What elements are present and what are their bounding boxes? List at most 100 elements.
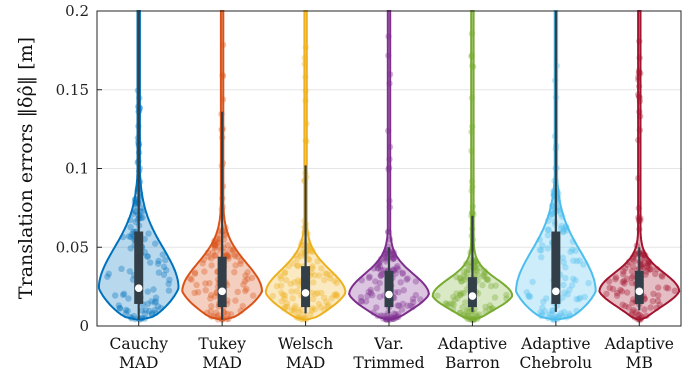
data-point <box>577 294 584 302</box>
data-point <box>382 250 389 258</box>
data-point <box>450 293 457 301</box>
data-point <box>224 310 231 318</box>
data-point <box>301 54 308 61</box>
data-point <box>539 242 546 249</box>
data-point <box>381 254 388 262</box>
data-point <box>482 303 489 311</box>
data-point <box>395 289 402 296</box>
data-point <box>395 313 402 320</box>
data-point <box>119 291 127 299</box>
data-point <box>219 73 226 80</box>
data-point <box>388 315 396 323</box>
data-point <box>191 289 198 296</box>
data-point <box>362 298 370 305</box>
data-point <box>223 315 231 323</box>
data-point <box>468 147 475 155</box>
data-point <box>560 228 567 235</box>
data-point <box>237 257 244 265</box>
data-point <box>144 288 151 295</box>
data-point <box>243 286 250 293</box>
data-point <box>385 228 392 235</box>
data-point <box>154 303 162 310</box>
data-point <box>469 310 476 318</box>
data-point <box>389 255 397 263</box>
data-point <box>566 310 573 317</box>
data-point <box>144 253 151 260</box>
data-point <box>298 315 305 322</box>
violin-2 <box>264 10 347 323</box>
data-point <box>460 268 468 275</box>
data-point <box>208 313 215 320</box>
data-point <box>464 270 471 277</box>
data-point <box>331 292 338 299</box>
data-point <box>321 294 328 302</box>
data-point <box>294 277 302 284</box>
data-point <box>566 286 573 293</box>
data-point <box>326 275 334 282</box>
data-point <box>225 255 232 262</box>
data-point <box>207 308 214 315</box>
data-point <box>388 314 395 321</box>
data-point <box>637 316 644 323</box>
data-point <box>606 278 613 285</box>
data-point <box>302 87 309 95</box>
data-point <box>281 269 289 276</box>
data-point <box>163 267 170 274</box>
data-point <box>302 97 309 105</box>
data-point <box>390 315 397 323</box>
data-point <box>645 258 652 265</box>
data-point <box>549 307 556 315</box>
data-point <box>358 277 365 284</box>
data-point <box>160 263 168 270</box>
data-point <box>631 257 638 265</box>
data-point <box>606 284 613 291</box>
data-point <box>463 260 470 267</box>
data-point <box>289 295 296 302</box>
data-point <box>474 312 481 320</box>
category-label-line1-3: Var. <box>373 335 404 353</box>
data-point <box>479 281 486 289</box>
data-point <box>230 245 237 253</box>
data-point <box>237 307 244 314</box>
data-point <box>386 197 393 204</box>
data-point <box>221 231 229 239</box>
data-point <box>457 291 464 299</box>
data-point <box>544 226 552 234</box>
data-point <box>314 258 321 265</box>
data-point <box>550 315 557 322</box>
data-point <box>191 269 199 276</box>
category-label-line1-4: Adaptive <box>437 335 507 353</box>
data-point <box>487 282 495 290</box>
data-point <box>639 249 647 257</box>
median-marker-6 <box>635 287 644 296</box>
data-point <box>374 261 382 268</box>
data-point <box>409 303 417 310</box>
data-point <box>400 287 407 294</box>
data-point <box>637 70 644 77</box>
data-point <box>386 143 394 151</box>
data-point <box>538 254 545 261</box>
data-point <box>620 271 627 278</box>
data-point <box>546 311 553 318</box>
data-point <box>399 300 407 307</box>
data-point <box>159 251 166 258</box>
data-point <box>154 260 162 267</box>
data-point <box>328 295 335 302</box>
data-point <box>525 293 532 300</box>
data-point <box>378 312 385 319</box>
data-point <box>412 278 420 285</box>
iqr-box-3 <box>384 270 394 308</box>
data-point <box>377 266 385 274</box>
data-point <box>443 300 450 308</box>
data-point <box>558 222 565 230</box>
data-point <box>333 279 340 286</box>
data-point <box>469 183 476 190</box>
data-point <box>125 295 132 302</box>
data-point <box>298 238 306 245</box>
data-point <box>386 204 394 211</box>
data-point <box>211 244 218 252</box>
data-point <box>324 303 331 310</box>
data-point <box>630 306 637 314</box>
data-point <box>281 270 288 277</box>
data-point <box>645 260 652 268</box>
